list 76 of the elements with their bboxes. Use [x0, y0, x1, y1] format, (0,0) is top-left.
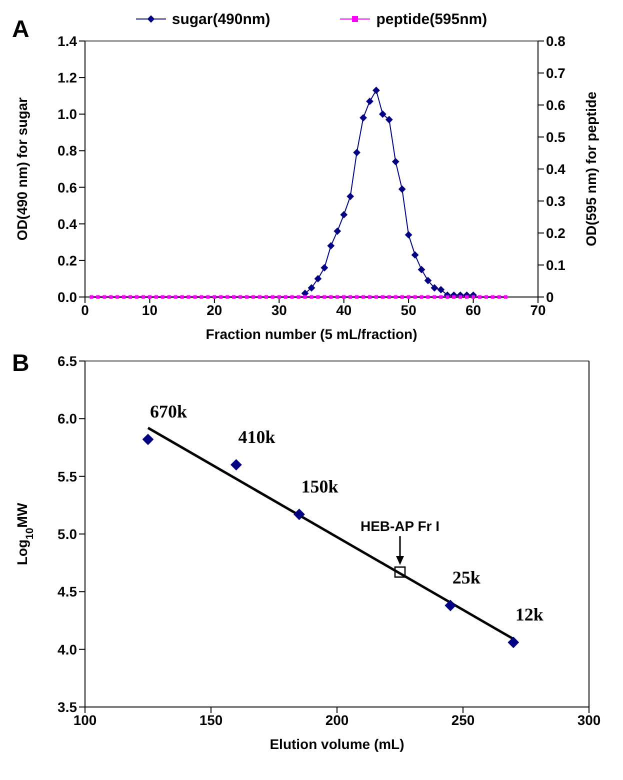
y-tick-label: 0.0 — [58, 288, 78, 305]
x-tick-label: 300 — [577, 712, 601, 728]
y-tick-label: 0.4 — [58, 216, 78, 232]
x-tick-label: 60 — [465, 302, 482, 318]
point — [353, 149, 360, 156]
x-tick-label: 250 — [451, 712, 475, 728]
y-tick-label: 6.5 — [58, 352, 78, 369]
y-tick-label: 5.5 — [58, 468, 78, 484]
y2-tick-label: 0 — [546, 288, 554, 305]
point — [405, 231, 412, 238]
point — [424, 277, 432, 284]
y2-tick-label: 0.7 — [546, 64, 566, 81]
x-tick-label: 150 — [199, 712, 223, 728]
y-tick-label: 1.2 — [58, 70, 78, 86]
point — [379, 110, 386, 118]
y-tick-label: 4.0 — [58, 641, 78, 658]
point — [394, 566, 406, 578]
x-tick-label: 40 — [336, 302, 352, 318]
x-tick-label: 10 — [142, 302, 158, 318]
x-tick-label: 50 — [400, 302, 417, 318]
x-tick-label: 200 — [325, 712, 349, 728]
chart-title: A — [12, 16, 30, 44]
point — [142, 434, 154, 445]
point — [392, 158, 400, 166]
point — [327, 242, 334, 250]
chart-title: B — [12, 350, 30, 378]
y2-tick-label: 0.8 — [546, 32, 566, 49]
legend-label: peptide(595nm) — [376, 10, 488, 28]
point — [508, 636, 519, 648]
y-tick-label: 6.0 — [58, 410, 78, 427]
point — [372, 86, 380, 94]
point — [412, 251, 419, 258]
point — [430, 284, 438, 292]
y2-tick-label: 0.6 — [546, 96, 566, 113]
legend-label: sugar(490nm) — [172, 10, 270, 28]
y2-axis-title: OD(595 nm) for peptide — [583, 91, 599, 246]
x-tick-label: 30 — [271, 302, 288, 318]
point — [230, 459, 242, 470]
y-tick-label: 0.6 — [58, 179, 78, 196]
x-axis-title: Fraction number (5 mL/fraction) — [206, 326, 418, 342]
x-tick-label: 20 — [206, 302, 222, 318]
annotation: 670k — [150, 401, 188, 422]
point — [314, 275, 322, 282]
annotation: 12k — [515, 604, 544, 624]
x-axis-title: Elution volume (mL) — [270, 736, 404, 752]
y2-tick-label: 0.1 — [546, 256, 566, 273]
y2-tick-label: 0.2 — [546, 224, 566, 241]
point — [398, 186, 406, 193]
annotation: 25k — [452, 568, 480, 588]
y-tick-label: 0.8 — [58, 142, 78, 159]
y2-tick-label: 0.4 — [546, 160, 566, 177]
annotation: HEB-AP Fr I — [360, 518, 440, 534]
point — [444, 600, 456, 612]
point — [437, 286, 444, 294]
point — [294, 508, 305, 520]
y-axis-title: OD(490 nm) for sugar — [14, 96, 30, 241]
y-tick-label: 1.0 — [58, 106, 78, 122]
y-tick-label: 1.4 — [58, 32, 78, 49]
y-tick-label: 0.2 — [58, 252, 78, 268]
point — [360, 114, 367, 122]
y2-tick-label: 0.5 — [546, 128, 566, 145]
point — [308, 284, 315, 292]
point — [334, 228, 341, 235]
x-tick-label: 70 — [530, 302, 546, 318]
point — [320, 264, 328, 272]
annotation: 410k — [238, 426, 276, 447]
y-tick-label: 4.5 — [58, 584, 78, 600]
point — [340, 211, 348, 218]
point — [346, 192, 354, 200]
y2-tick-label: 0.3 — [546, 192, 566, 209]
point — [386, 116, 393, 124]
y-tick-label: 5.0 — [58, 526, 78, 542]
annotation: 150k — [301, 476, 338, 496]
x-tick-label: 0 — [81, 302, 90, 318]
point — [366, 98, 374, 105]
point — [418, 266, 426, 274]
